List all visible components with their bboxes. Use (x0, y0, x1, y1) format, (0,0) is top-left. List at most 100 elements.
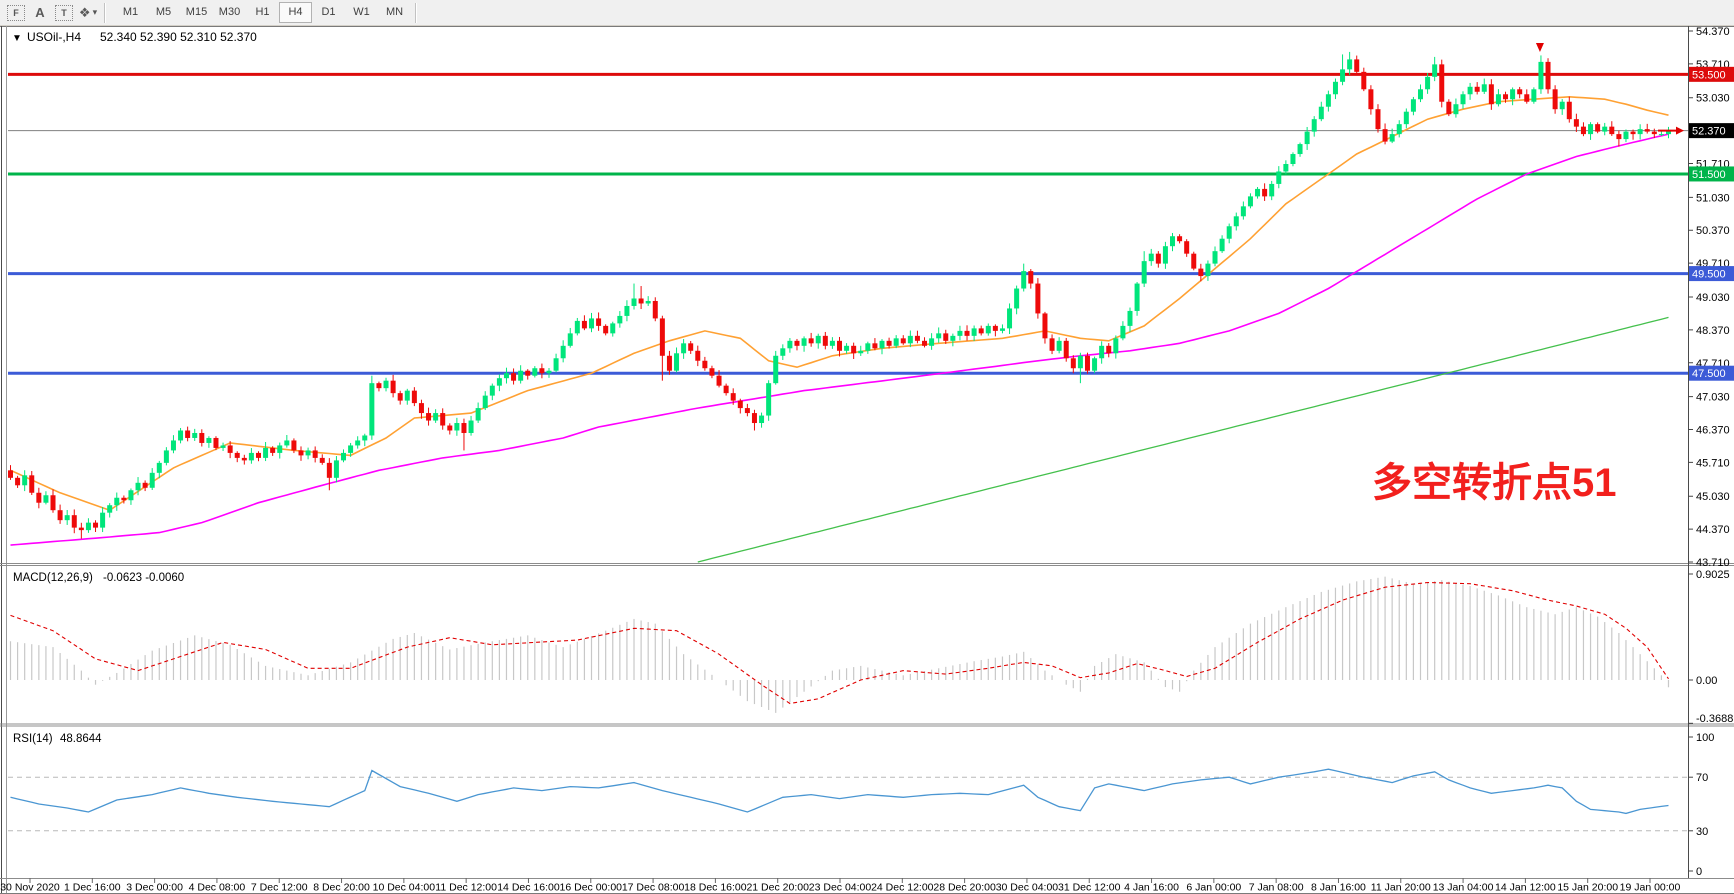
time-tick-label[interactable]: 10 Dec 04:00 (373, 882, 436, 894)
time-tick-label[interactable]: 14 Dec 16:00 (497, 882, 560, 894)
candle-body (737, 400, 743, 409)
candle-body (369, 383, 375, 436)
candle-body (454, 423, 460, 431)
time-tick-label[interactable]: 30 Dec 04:00 (996, 882, 1059, 894)
candle-body (503, 373, 509, 379)
candle-body (227, 445, 233, 453)
candle-body (1049, 338, 1055, 351)
time-tick-label[interactable]: 7 Dec 12:00 (251, 882, 308, 894)
time-tick-label[interactable]: 17 Dec 08:00 (622, 882, 685, 894)
time-tick-label[interactable]: 14 Jan 12:00 (1495, 882, 1556, 894)
candle-body (751, 413, 757, 424)
timeframe-button-m15[interactable]: M15 (185, 6, 208, 18)
chevron-down-icon: ▾ (92, 7, 98, 17)
time-tick-label[interactable]: 23 Dec 04:00 (809, 882, 872, 894)
timeframe-button-mn[interactable]: MN (385, 6, 404, 18)
hline-price-badge-text: 53.500 (1692, 69, 1726, 81)
time-tick-label[interactable]: 8 Jan 16:00 (1311, 882, 1366, 894)
candle-body (603, 325, 609, 334)
candle-body (872, 343, 878, 349)
candle-body (149, 472, 155, 488)
candle-body (93, 522, 99, 528)
price-tick-label: 51.030 (1696, 192, 1730, 204)
candle-body (1354, 59, 1360, 72)
hline-price-badge-text: 51.500 (1692, 169, 1726, 181)
candles-layer (8, 51, 1671, 539)
candle-body (1347, 59, 1353, 70)
time-tick-label[interactable]: 1 Dec 16:00 (64, 882, 121, 894)
candle-body (1481, 84, 1487, 92)
candle-body (1141, 261, 1147, 284)
arrows-button[interactable]: ❖ ▾ (76, 2, 100, 23)
text-label-button[interactable]: T (52, 2, 76, 23)
candle-body (1283, 163, 1289, 172)
hline-price-badge-text: 49.500 (1692, 269, 1726, 281)
time-tick-label[interactable]: 4 Jan 16:00 (1124, 882, 1179, 894)
rsi-line (10, 768, 1669, 815)
chart-annotation[interactable]: 多空转折点51 (1372, 461, 1617, 505)
time-tick-label[interactable]: 24 Dec 12:00 (871, 882, 934, 894)
candle-body (851, 345, 857, 354)
time-tick-label[interactable]: 6 Jan 00:00 (1186, 882, 1241, 894)
candle-body (43, 495, 49, 503)
candle-body (1474, 86, 1480, 92)
candle-body (475, 408, 481, 421)
time-tick-label[interactable]: 16 Dec 00:00 (560, 882, 623, 894)
time-tick-label[interactable]: 7 Jan 08:00 (1249, 882, 1304, 894)
time-tick-label[interactable]: 19 Jan 00:00 (1620, 882, 1681, 894)
time-tick-label[interactable]: 30 Nov 2020 (0, 882, 60, 894)
time-tick-label[interactable]: 8 Dec 20:00 (313, 882, 370, 894)
candle-body (957, 330, 963, 336)
candle-body (624, 305, 630, 316)
candle-body (1290, 154, 1296, 164)
price-tick-label: 47.030 (1696, 392, 1730, 404)
candle-body (773, 355, 779, 384)
time-tick-label[interactable]: 4 Dec 08:00 (189, 882, 246, 894)
candle-body (1382, 129, 1388, 142)
markers-layer (1535, 42, 1684, 135)
candle-body (64, 515, 70, 521)
time-tick-label[interactable]: 31 Dec 12:00 (1058, 882, 1121, 894)
candle-body (312, 450, 318, 458)
candle-body (163, 450, 169, 463)
timeframe-button-d1[interactable]: D1 (321, 6, 336, 18)
candle-body (1325, 94, 1331, 107)
candle-body (468, 420, 474, 433)
timeframe-button-h4[interactable]: H4 (279, 2, 312, 23)
timeframe-button-m1[interactable]: M1 (122, 6, 139, 18)
chart-shift-button[interactable]: F (4, 2, 28, 23)
toolbar-separator (104, 2, 106, 23)
candle-body (808, 338, 814, 344)
time-tick-label[interactable]: 3 Dec 00:00 (126, 882, 183, 894)
time-tick-label[interactable]: 15 Jan 20:00 (1557, 882, 1618, 894)
candle-body (1665, 130, 1671, 135)
window-menu-icon[interactable]: ▼ (12, 33, 22, 44)
timeframe-button-w1[interactable]: W1 (353, 6, 370, 18)
timeframe-button-h1[interactable]: H1 (255, 6, 270, 18)
candle-body (922, 340, 928, 346)
time-tick-label[interactable]: 21 Dec 20:00 (746, 882, 809, 894)
time-tick-label[interactable]: 28 Dec 20:00 (933, 882, 996, 894)
current-price-badge (1689, 123, 1734, 139)
candle-body (688, 343, 694, 351)
candle-body (518, 370, 524, 381)
candle-body (1559, 101, 1565, 110)
time-tick-label[interactable]: 11 Jan 20:00 (1371, 882, 1431, 894)
candle-body (1297, 144, 1303, 155)
candle-body (1580, 126, 1586, 135)
time-tick-label[interactable]: 13 Jan 04:00 (1433, 882, 1494, 894)
candle-body (1247, 196, 1253, 207)
candle-body (532, 368, 538, 376)
candle-body (723, 385, 729, 394)
candle-body (1134, 283, 1140, 311)
rsi-axis-label: 30 (1696, 826, 1708, 838)
timeframe-button-m5[interactable]: M5 (155, 6, 172, 18)
candle-body (1524, 94, 1530, 102)
price-tick-label: 48.370 (1696, 325, 1730, 337)
timeframe-button-m30[interactable]: M30 (218, 6, 241, 18)
time-tick-label[interactable]: 11 Dec 12:00 (435, 882, 497, 894)
insert-text-button[interactable]: A (28, 2, 52, 23)
time-tick-label[interactable]: 18 Dec 16:00 (684, 882, 747, 894)
candle-body (1092, 358, 1098, 371)
